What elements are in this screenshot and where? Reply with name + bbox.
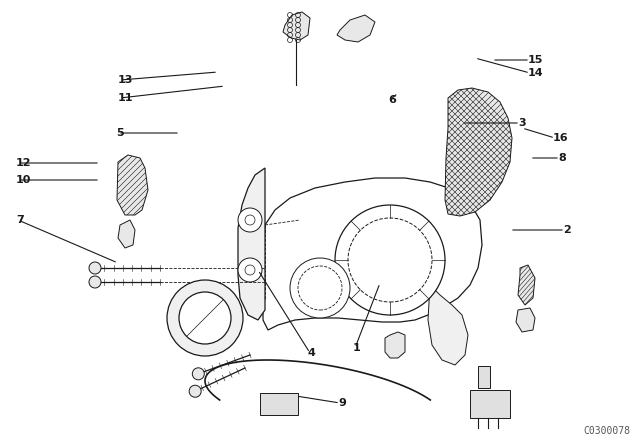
Circle shape [167, 280, 243, 356]
Circle shape [238, 208, 262, 232]
Polygon shape [337, 15, 375, 42]
Text: 15: 15 [528, 55, 543, 65]
Text: 8: 8 [558, 153, 566, 163]
Text: C0300078: C0300078 [583, 426, 630, 436]
Polygon shape [385, 332, 405, 358]
Bar [478, 366, 490, 388]
Polygon shape [117, 155, 148, 215]
Polygon shape [516, 308, 535, 332]
Circle shape [89, 262, 101, 274]
Bar [470, 390, 510, 418]
Text: 16: 16 [553, 133, 568, 143]
Circle shape [245, 215, 255, 225]
Circle shape [192, 368, 204, 380]
Circle shape [89, 276, 101, 288]
Text: 12: 12 [16, 158, 31, 168]
Bar [260, 393, 298, 415]
Polygon shape [445, 88, 512, 216]
Text: 11: 11 [118, 93, 134, 103]
Circle shape [179, 292, 231, 344]
Polygon shape [263, 178, 482, 330]
Text: 13: 13 [118, 75, 133, 85]
Polygon shape [518, 265, 535, 305]
Text: 6: 6 [388, 95, 396, 105]
Text: 14: 14 [528, 68, 543, 78]
Text: 9: 9 [338, 398, 346, 408]
Text: 2: 2 [563, 225, 571, 235]
Circle shape [238, 258, 262, 282]
Circle shape [245, 265, 255, 275]
Text: 5: 5 [116, 128, 124, 138]
Circle shape [290, 258, 350, 318]
Polygon shape [428, 285, 468, 365]
Text: 1: 1 [353, 343, 361, 353]
Polygon shape [118, 220, 135, 248]
Circle shape [335, 205, 445, 315]
Circle shape [189, 385, 201, 397]
Text: 10: 10 [16, 175, 31, 185]
Circle shape [298, 266, 342, 310]
Polygon shape [283, 12, 310, 40]
Polygon shape [238, 168, 265, 320]
Text: 3: 3 [518, 118, 525, 128]
Text: 7: 7 [16, 215, 24, 225]
Text: 4: 4 [308, 348, 316, 358]
